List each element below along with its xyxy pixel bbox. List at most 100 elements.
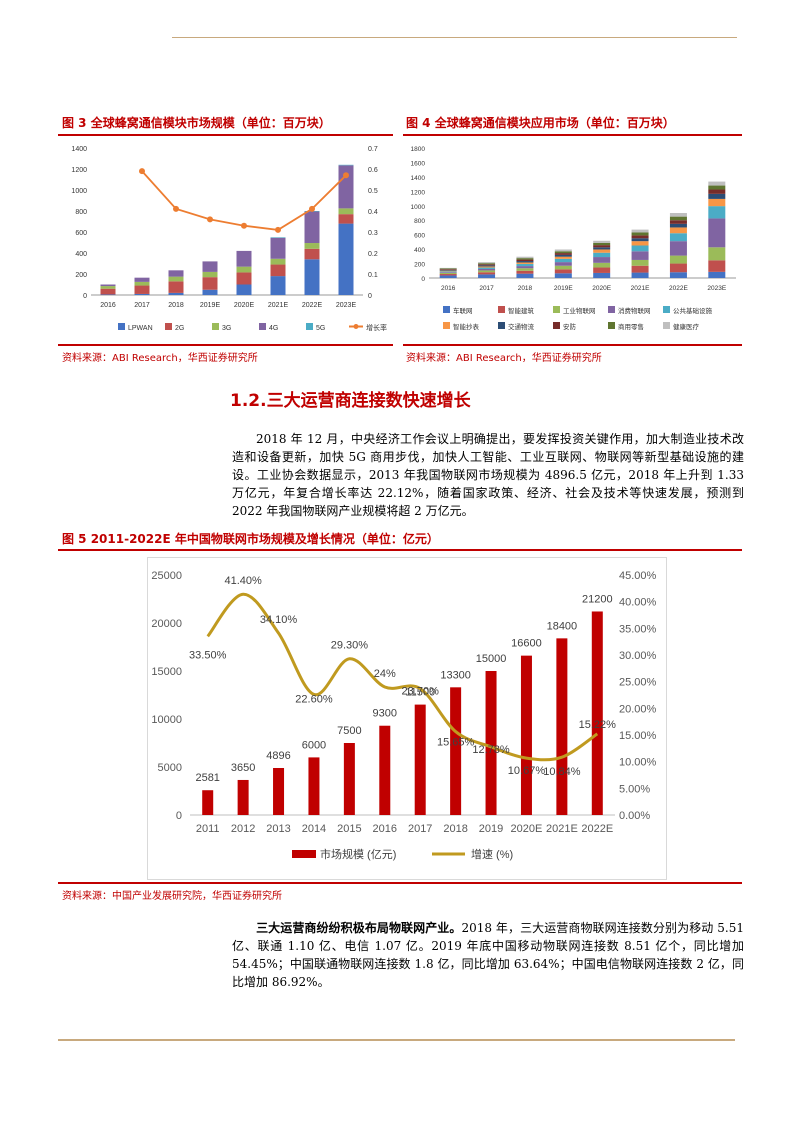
fig3-bar-3G [236,266,252,273]
fig4-bar-安防 [708,189,726,194]
section-title: 1.2.三大运营商连接数快速增长 [230,391,471,411]
fig3-y2-tick: 0.3 [368,230,378,237]
fig3-bar-LPWAN [338,223,354,295]
fig3-x-tick: 2023E [336,302,357,309]
fig4-legend-swatch [443,322,450,329]
fig3-bar-3G [100,286,116,289]
fig5-growth-label: 23.70% [402,686,440,698]
fig5-x-tick: 2016 [373,823,397,835]
fig5-growth-label: 22.60% [295,693,333,705]
fig3-x-tick: 2020E [234,302,255,309]
fig3-y-tick: 1000 [71,188,87,195]
fig4-bar-消费物联网 [478,268,496,271]
fig4-legend-label: 车联网 [453,306,473,315]
fig5-bar-label: 4896 [266,750,290,762]
fig3-growth-point [343,172,349,179]
fig5-bar [520,655,532,815]
fig3-growth-point [139,168,145,175]
fig5-y2-tick: 15.00% [619,730,657,742]
fig5-bar-label: 16600 [511,638,542,650]
fig4-bar-智能建筑 [669,263,687,273]
fig5-bar [591,611,603,815]
fig4-legend-swatch [553,306,560,313]
fig3-top-rule [58,134,393,136]
fig4-legend-swatch [443,306,450,313]
fig4-bar-工业物联网 [708,247,726,261]
fig4-bar-交通物流 [516,261,534,263]
fig5-legend-label: 市场规模 (亿元) [320,847,396,861]
fig3-x-tick: 2022E [302,302,323,309]
fig4-bar-消费物联网 [593,257,611,263]
fig3-y-tick: 600 [75,230,87,237]
fig4-bar-智能抄表 [669,227,687,234]
fig3-bar-LPWAN [304,259,320,295]
fig5-bar [450,687,462,815]
fig4-bar-智能抄表 [478,266,496,268]
fig4-legend-swatch [663,322,670,329]
fig4-bar-工业物联网 [631,259,649,266]
fig3-bar-2G [304,248,320,260]
fig5-growth-label: 34.10% [260,614,298,626]
fig4-bar-健康医疗 [631,229,649,233]
fig3-legend-marker [353,324,359,329]
fig5-bar-label: 9300 [373,708,397,720]
paragraph-2-text: 2018 年，三大运营商物联网连接数分别为移动 5.51 亿、联通 1.10 亿… [232,921,744,989]
fig4-y-tick: 600 [414,233,425,240]
fig3-legend-swatch [306,323,313,330]
fig4-y-tick: 1800 [411,146,426,153]
fig3-bar-4G [134,277,150,282]
fig5-growth-label: 24% [374,668,396,680]
fig3-bar-3G [202,271,218,278]
fig3-bar-LPWAN [270,276,286,295]
fig5-growth-label: 15.65% [437,737,475,749]
fig3-y-tick: 1200 [71,167,87,174]
paragraph-1: 2018 年 12 月，中央经济工作会议上明确提出，要发挥投资关键作用，加大制造… [232,430,744,520]
fig4-bar-安防 [554,253,572,255]
fig5-bar-label: 18400 [547,620,578,632]
fig3-bar-4G [202,261,218,272]
fig5-growth-label: 41.40% [224,575,262,587]
fig5-bar-label: 6000 [302,739,326,751]
fig4-bar-智能建筑 [708,260,726,272]
fig4-bar-公共基础设施 [708,206,726,219]
fig5-bar [343,743,355,815]
fig4-bar-健康医疗 [593,240,611,243]
fig4-bar-公共基础设施 [439,271,457,273]
fig4-bar-健康医疗 [478,262,496,264]
fig4-bar-健康医疗 [516,256,534,259]
fig4-bar-交通物流 [708,193,726,199]
fig4-bar-安防 [669,220,687,224]
fig3-x-tick: 2018 [168,302,184,309]
paragraph-1-text: 2018 年 12 月，中央经济工作会议上明确提出，要发挥投资关键作用，加大制造… [232,432,744,518]
fig4-bar-商用零售 [708,185,726,190]
fig4-bar-智能抄表 [631,241,649,246]
fig4-bar-健康医疗 [708,181,726,186]
fig3-growth-point [275,226,281,233]
fig5-bar-label: 7500 [337,725,361,737]
fig5-y2-tick: 35.00% [619,623,657,635]
fig4-bar-健康医疗 [439,267,457,269]
fig4-bar-商用零售 [669,216,687,221]
fig4-bar-安防 [631,235,649,239]
fig4-x-tick: 2022E [669,285,688,292]
fig5-y2-tick: 30.00% [619,650,657,662]
fig4-x-tick: 2021E [631,285,650,292]
fig4-x-tick: 2020E [592,285,611,292]
fig5-bar [202,790,214,815]
fig4-bar-智能抄表 [708,198,726,207]
fig5-bar [485,671,497,815]
fig5-growth-label: 12.78% [472,744,510,756]
fig5-x-tick: 2012 [231,823,255,835]
fig3-y2-tick: 0.2 [368,251,378,258]
fig5-frame [147,557,667,880]
fig5-y2-tick: 25.00% [619,677,657,689]
fig5-y-tick: 10000 [151,714,182,726]
fig4-bar-智能建筑 [593,267,611,273]
fig4-bar-工业物联网 [439,272,457,275]
fig3-legend-label: 增长率 [366,323,387,332]
fig3-bar-5G [338,164,354,166]
fig4-bar-交通物流 [478,265,496,267]
fig5-bar-label: 3650 [231,762,255,774]
fig4-bar-消费物联网 [631,251,649,260]
fig4-bar-商用零售 [478,263,496,265]
